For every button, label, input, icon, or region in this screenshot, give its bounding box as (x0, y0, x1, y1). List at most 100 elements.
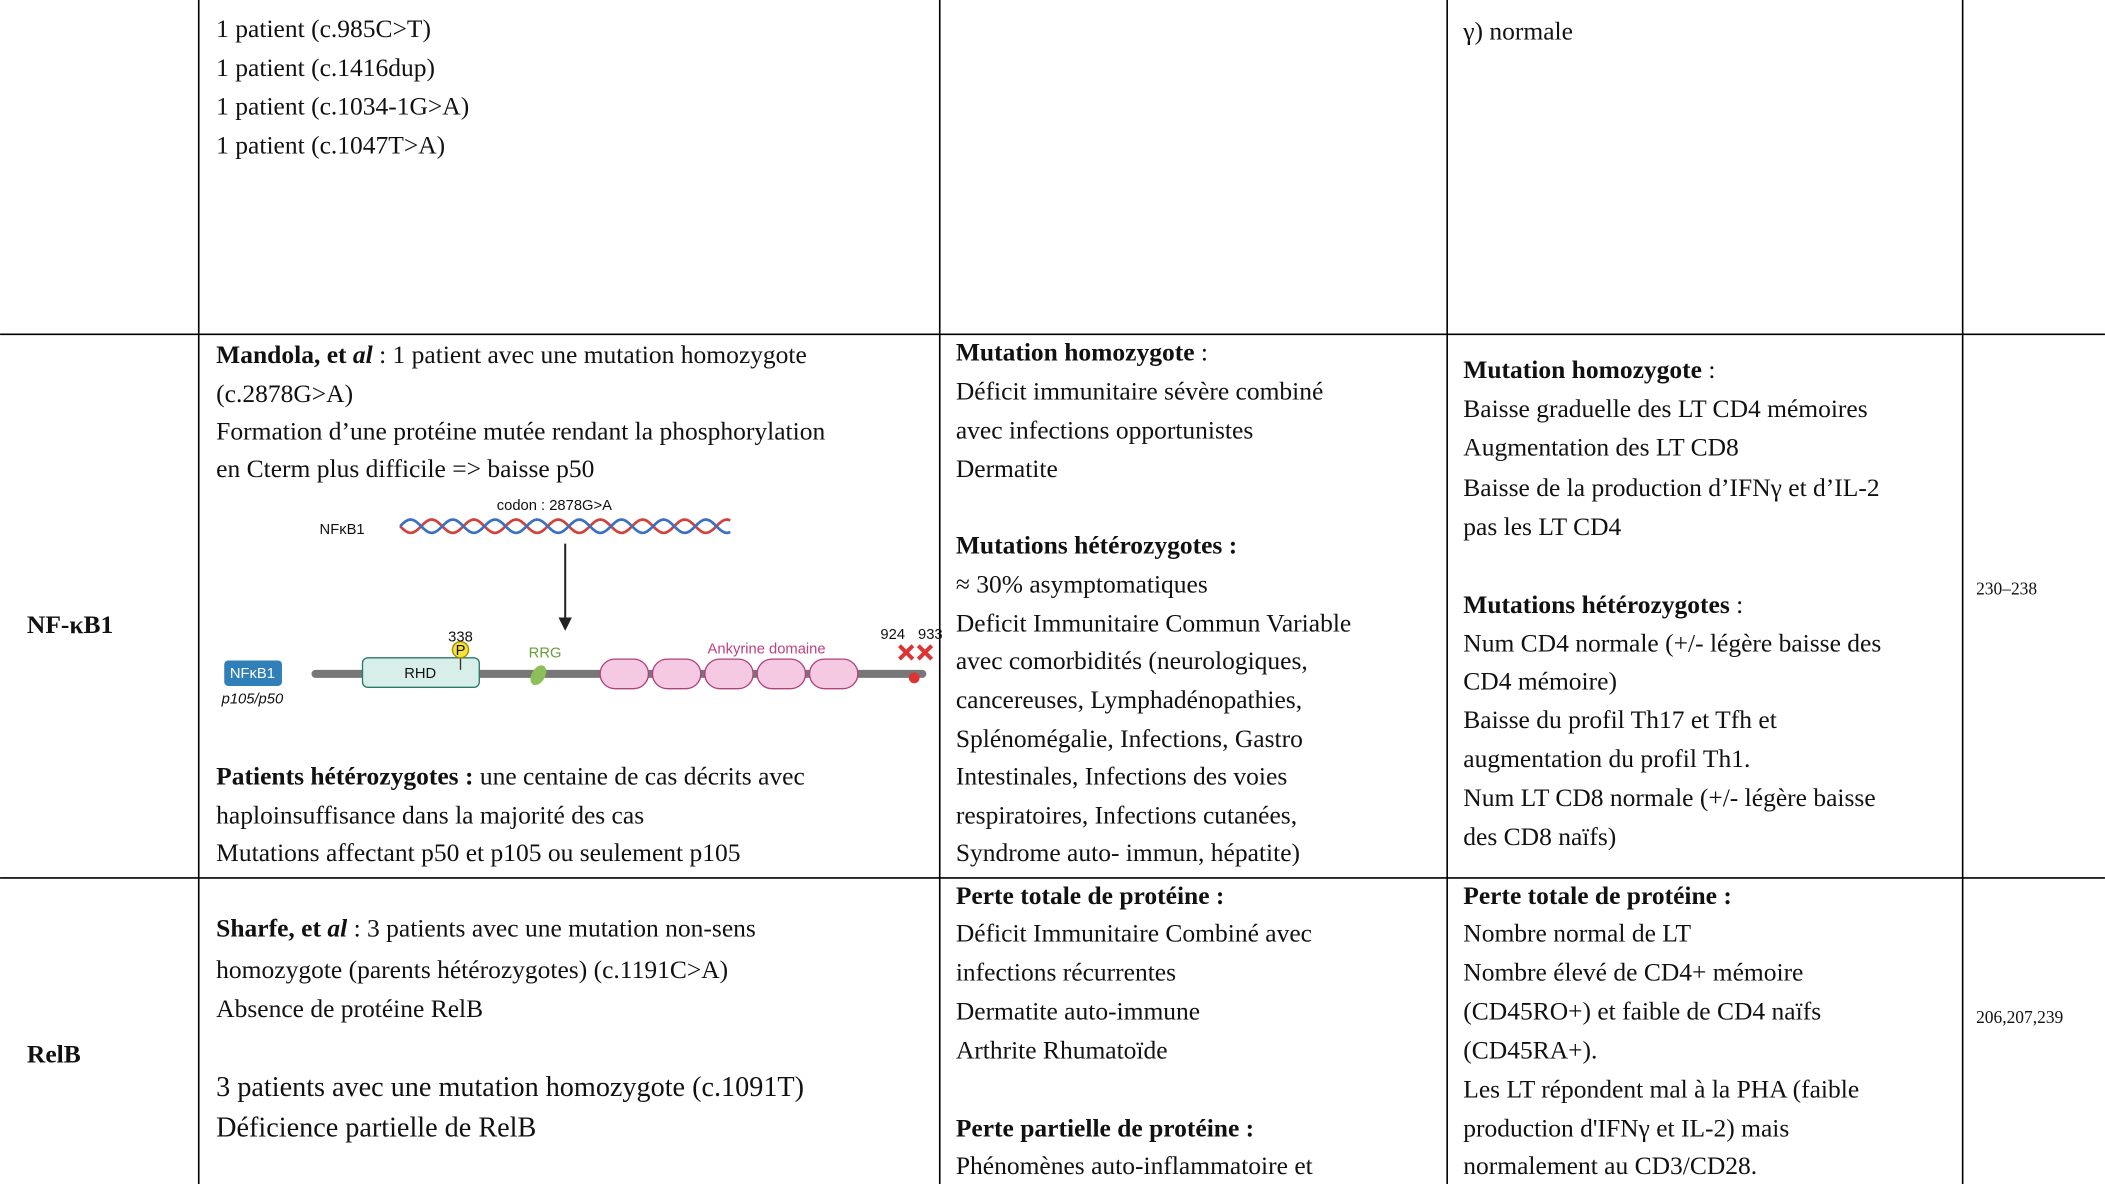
cell-line: γ) normale (1462, 16, 1573, 45)
cell-line: Dermatite auto-immune (956, 996, 1200, 1025)
text-run: Absence de protéine RelB (216, 994, 483, 1023)
cell-line: Phénomènes auto-inflammatoire et (956, 1151, 1313, 1180)
cell-line: Perte partielle de protéine : (956, 1113, 1254, 1142)
text-run: : (1702, 355, 1715, 384)
text-run: homozygote (parents hétérozygotes) (c.11… (216, 955, 728, 984)
text-run: 1 patient (c.1416dup) (216, 53, 435, 82)
cell-line: Nombre élevé de CD4+ mémoire (1463, 957, 1803, 986)
text-run: des CD8 naïfs) (1463, 822, 1616, 851)
cell-line: 1 patient (c.985C>T) (216, 14, 431, 43)
ankyrin-repeat (704, 658, 754, 690)
text-run: Mutations affectant p50 et p105 ou seule… (216, 838, 740, 867)
mutation-cross (898, 644, 915, 661)
text-run: Formation d’une protéine mutée rendant l… (216, 416, 825, 445)
cell-line: Mutation homozygote : (1463, 355, 1715, 384)
cell-line: avec comorbidités (neurologiques, (956, 646, 1308, 675)
text-run: normalement au CD3/CD28. (1463, 1151, 1757, 1180)
gene-label: NFκB1 (320, 522, 365, 538)
cell-line: des CD8 naïfs) (1463, 822, 1616, 851)
bold-run: Mutations hétérozygotes : (956, 531, 1237, 560)
text-run: Augmentation des LT CD8 (1463, 433, 1739, 462)
cell-line: Sharfe, et al : 3 patients avec une muta… (216, 913, 756, 942)
text-run: γ) normale (1462, 16, 1573, 45)
cell-line: (CD45RA+). (1463, 1035, 1597, 1064)
text-run: cancereuses, Lymphadénopathies, (956, 685, 1302, 714)
cell-line: pas les LT CD4 (1463, 512, 1621, 541)
text-run: en Cterm plus difficile => baisse p50 (216, 454, 594, 483)
cell-line: augmentation du profil Th1. (1463, 744, 1750, 773)
phospho-label: P (456, 643, 466, 659)
text-run: CD4 mémoire) (1463, 666, 1617, 695)
text-run: Phénomènes auto-inflammatoire et (956, 1151, 1313, 1180)
cell-line: Deficit Immunitaire Commun Variable (956, 608, 1351, 637)
bold-run: Perte partielle de protéine : (956, 1113, 1254, 1142)
domain-label: Ankyrine domaine (708, 642, 826, 658)
cell-line: Num LT CD8 normale (+/- légère baisse (1463, 783, 1875, 812)
bold-italic-run: al (353, 340, 374, 369)
text-run: : (1195, 337, 1208, 366)
text-run: Les LT répondent mal à la PHA (faible (1463, 1074, 1859, 1103)
cell-line: Nombre normal de LT (1463, 919, 1691, 948)
dna-strand (399, 518, 731, 535)
bold-run: Perte totale de protéine : (1463, 881, 1732, 910)
bold-run: Mandola, et (216, 340, 353, 369)
text-run: 1 patient (c.1034-1G>A) (216, 92, 469, 121)
ankyrin-repeat (756, 658, 807, 690)
cell-line: Dermatite (956, 454, 1058, 483)
text-run: (c.2878G>A) (216, 379, 353, 408)
text-run: Baisse de la production d’IFNγ et d’IL-2 (1463, 473, 1879, 502)
cell-line: Mutations affectant p50 et p105 ou seule… (216, 838, 740, 867)
cell-line: haploinsuffisance dans la majorité des c… (216, 800, 644, 829)
cell-line: avec infections opportunistes (956, 415, 1253, 444)
codon-label: codon : 2878G>A (497, 498, 612, 514)
bold-run: Mutation homozygote (1463, 355, 1702, 384)
cell-line: 1 patient (c.1416dup) (216, 53, 435, 82)
cell-line: Baisse graduelle des LT CD4 mémoires (1463, 394, 1867, 423)
cell-line: (CD45RO+) et faible de CD4 naïfs (1463, 996, 1821, 1025)
cell-line: Mandola, et al : 1 patient avec une muta… (216, 340, 807, 369)
cell-line: CD4 mémoire) (1463, 666, 1617, 695)
bold-run: Mutations hétérozygotes (1463, 590, 1730, 619)
gene-label: NF-κB1 (27, 610, 113, 639)
cell-line: en Cterm plus difficile => baisse p50 (216, 454, 594, 483)
bold-run: Patients hétérozygotes : (216, 761, 473, 790)
text-run: avec infections opportunistes (956, 415, 1253, 444)
ankyrin-repeat (599, 658, 650, 690)
cell-line: Patients hétérozygotes : une centaine de… (216, 761, 805, 790)
ankyrin-repeat (651, 658, 702, 690)
text-run: Arthrite Rhumatoïde (956, 1035, 1168, 1064)
cell-line: production d'IFNγ et IL-2) mais (1463, 1113, 1789, 1142)
text-run: infections récurrentes (956, 957, 1176, 986)
cell-line: Déficit Immunitaire Combiné avec (956, 919, 1312, 948)
site-label: 338 (448, 630, 473, 646)
site-label: 933 (918, 627, 943, 643)
cell-line: Les LT répondent mal à la PHA (faible (1463, 1074, 1859, 1103)
text-run: Baisse du profil Th17 et Tfh et (1463, 705, 1777, 734)
text-run: Déficit Immunitaire Combiné avec (956, 919, 1312, 948)
references: 206,207,239 (1976, 1007, 2063, 1027)
text-run: (CD45RA+). (1463, 1035, 1597, 1064)
cell-line: Perte totale de protéine : (956, 881, 1225, 910)
cell-line: Absence de protéine RelB (216, 994, 483, 1023)
cell-line: Splénomégalie, Infections, Gastro (956, 724, 1303, 753)
bold-run: Mutation homozygote (956, 337, 1195, 366)
domain-label: RRG (529, 646, 562, 662)
text-run: 1 patient (c.1047T>A) (216, 131, 445, 160)
domain-label: RHD (404, 666, 436, 682)
text-run: augmentation du profil Th1. (1463, 744, 1750, 773)
text-run: Splénomégalie, Infections, Gastro (956, 724, 1303, 753)
text-run: : (1730, 590, 1743, 619)
cell-line: Déficience partielle de RelB (216, 1113, 536, 1144)
cell-line: cancereuses, Lymphadénopathies, (956, 685, 1302, 714)
text-run: Intestinales, Infections des voies (956, 761, 1287, 790)
text-run: respiratoires, Infections cutanées, (956, 800, 1297, 829)
text-run: Num LT CD8 normale (+/- légère baisse (1463, 783, 1875, 812)
cell-line: Mutations hétérozygotes : (956, 531, 1237, 560)
site-label: 924 (880, 627, 905, 643)
text-run: (CD45RO+) et faible de CD4 naïfs (1463, 996, 1821, 1025)
cell-line: Syndrome auto- immun, hépatite) (956, 838, 1300, 867)
cell-line: Formation d’une protéine mutée rendant l… (216, 416, 825, 445)
cell-line: Baisse du profil Th17 et Tfh et (1463, 705, 1777, 734)
